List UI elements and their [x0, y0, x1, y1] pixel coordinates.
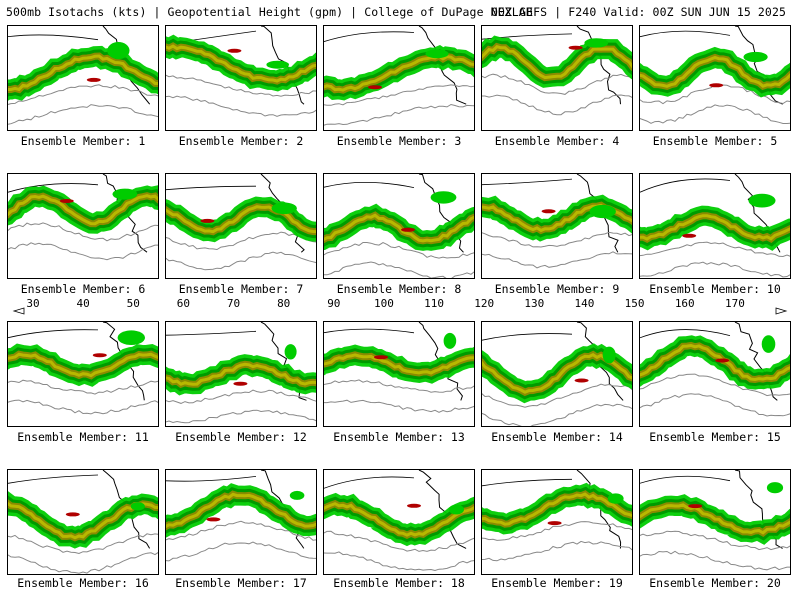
model-run-info: 00Z GEFS | F240 Valid: 00Z SUN JUN 15 20… — [491, 5, 786, 19]
ensemble-map-panel — [481, 173, 633, 279]
ensemble-member-label: Ensemble Member: 19 — [491, 576, 623, 590]
colorbar-right-arrow — [775, 307, 788, 315]
colorbar-tick-label: 40 — [76, 297, 90, 310]
isotach-colorbar — [12, 307, 788, 315]
ensemble-member-label: Ensemble Member: 18 — [333, 576, 465, 590]
colorbar-tick-label: 30 — [26, 297, 40, 310]
colorbar-tick-label: 70 — [226, 297, 241, 310]
ensemble-member-label: Ensemble Member: 4 — [494, 134, 620, 148]
ensemble-member-label: Ensemble Member: 2 — [178, 134, 304, 148]
ensemble-member-label: Ensemble Member: 1 — [20, 134, 146, 148]
ensemble-member-label: Ensemble Member: 16 — [17, 576, 149, 590]
ensemble-member-label: Ensemble Member: 12 — [175, 430, 307, 444]
ensemble-member-label: Ensemble Member: 6 — [20, 282, 146, 296]
ensemble-map-panel — [165, 173, 317, 279]
ensemble-map-panel — [323, 321, 475, 427]
ensemble-map-panel — [165, 469, 317, 575]
colorbar-tick-label: 80 — [277, 297, 291, 310]
ensemble-map-panel — [165, 321, 317, 427]
ensemble-member-label: Ensemble Member: 5 — [652, 134, 778, 148]
ensemble-member-label: Ensemble Member: 13 — [333, 430, 465, 444]
ensemble-map-panel — [481, 321, 633, 427]
ensemble-member-label: Ensemble Member: 3 — [336, 134, 462, 148]
ensemble-member-label: Ensemble Member: 20 — [649, 576, 781, 590]
ensemble-map-panel — [639, 173, 791, 279]
ensemble-member-label: Ensemble Member: 7 — [178, 282, 304, 296]
ensemble-member-label: Ensemble Member: 11 — [17, 430, 149, 444]
ensemble-member-label: Ensemble Member: 14 — [491, 430, 623, 444]
ensemble-map-panel — [7, 469, 159, 575]
colorbar-tick-label: 50 — [126, 297, 140, 310]
ensemble-member-label: Ensemble Member: 9 — [494, 282, 620, 296]
colorbar-tick-label: 60 — [176, 297, 191, 310]
ensemble-map-panel — [481, 469, 633, 575]
ensemble-map-panel — [323, 173, 475, 279]
ensemble-map-panel — [165, 25, 317, 131]
map-title: 500mb Isotachs (kts) | Geopotential Heig… — [6, 5, 533, 19]
colorbar-left-arrow — [12, 307, 25, 315]
ensemble-member-label: Ensemble Member: 10 — [649, 282, 781, 296]
colorbar-tick-label: 170 — [724, 297, 745, 310]
colorbar-tick-label: 150 — [624, 297, 645, 310]
ensemble-map-panel — [7, 173, 159, 279]
colorbar-tick-label: 140 — [574, 297, 595, 310]
colorbar-tick-label: 120 — [474, 297, 495, 310]
colorbar-tick-label: 130 — [524, 297, 545, 310]
ensemble-map-panel — [7, 321, 159, 427]
ensemble-member-label: Ensemble Member: 8 — [336, 282, 462, 296]
ensemble-member-label: Ensemble Member: 15 — [649, 430, 781, 444]
ensemble-map-panel — [481, 25, 633, 131]
ensemble-map-panel — [323, 469, 475, 575]
ensemble-map-panel — [323, 25, 475, 131]
ensemble-map-panel — [7, 25, 159, 131]
colorbar-tick-label: 90 — [327, 297, 341, 310]
colorbar-tick-label: 100 — [374, 297, 394, 310]
ensemble-map-panel — [639, 321, 791, 427]
ensemble-map-panel — [639, 469, 791, 575]
ensemble-member-label: Ensemble Member: 17 — [175, 576, 307, 590]
colorbar-tick-label: 110 — [424, 297, 445, 310]
ensemble-map-panel — [639, 25, 791, 131]
colorbar-tick-label: 160 — [674, 297, 695, 310]
